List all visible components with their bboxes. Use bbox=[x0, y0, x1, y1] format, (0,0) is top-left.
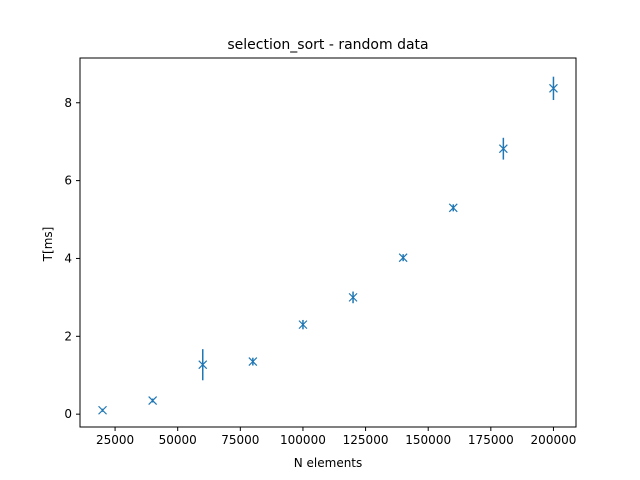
plot-frame bbox=[79, 57, 577, 428]
marker-stroke bbox=[248, 357, 258, 367]
marker-stroke bbox=[298, 320, 308, 330]
y-tick-label: 4 bbox=[64, 251, 72, 265]
data-point bbox=[298, 320, 308, 330]
y-tick-label: 6 bbox=[64, 174, 72, 188]
y-tick-label: 8 bbox=[64, 96, 72, 110]
y-tick-label: 0 bbox=[64, 407, 72, 421]
data-point bbox=[248, 357, 258, 367]
data-point bbox=[498, 144, 508, 154]
marker-stroke bbox=[398, 253, 408, 263]
marker-stroke bbox=[198, 360, 208, 370]
data-point bbox=[448, 203, 458, 213]
plot-area bbox=[79, 57, 577, 428]
marker-stroke bbox=[448, 203, 458, 213]
y-axis-ticks: 0 2 4 6 8 bbox=[64, 96, 80, 421]
marker-stroke bbox=[98, 405, 107, 415]
data-point bbox=[148, 396, 158, 405]
x-tick-label: 100000 bbox=[280, 433, 326, 447]
data-series bbox=[98, 76, 558, 415]
y-tick-label: 2 bbox=[64, 329, 72, 343]
chart-title: selection_sort - random data bbox=[227, 37, 428, 53]
x-tick-label: 125000 bbox=[343, 433, 389, 447]
data-point bbox=[549, 83, 558, 93]
marker-stroke bbox=[549, 83, 558, 93]
marker-stroke bbox=[348, 292, 358, 302]
y-axis-label: T[ms] bbox=[41, 227, 55, 263]
x-axis-ticks: 25000 50000 75000 100000 125000 150000 175000 2… bbox=[96, 427, 576, 447]
x-tick-label: 75000 bbox=[221, 433, 259, 447]
data-point bbox=[348, 292, 358, 302]
x-tick-label: 200000 bbox=[531, 433, 577, 447]
x-tick-label: 50000 bbox=[159, 433, 197, 447]
x-tick-label: 150000 bbox=[405, 433, 451, 447]
data-point bbox=[398, 253, 408, 263]
x-tick-label: 25000 bbox=[96, 433, 134, 447]
x-tick-label: 175000 bbox=[468, 433, 514, 447]
marker-stroke bbox=[148, 396, 158, 405]
x-axis-label: N elements bbox=[294, 456, 363, 470]
marker-stroke bbox=[498, 144, 508, 154]
data-point bbox=[98, 405, 107, 415]
data-point bbox=[198, 360, 208, 370]
